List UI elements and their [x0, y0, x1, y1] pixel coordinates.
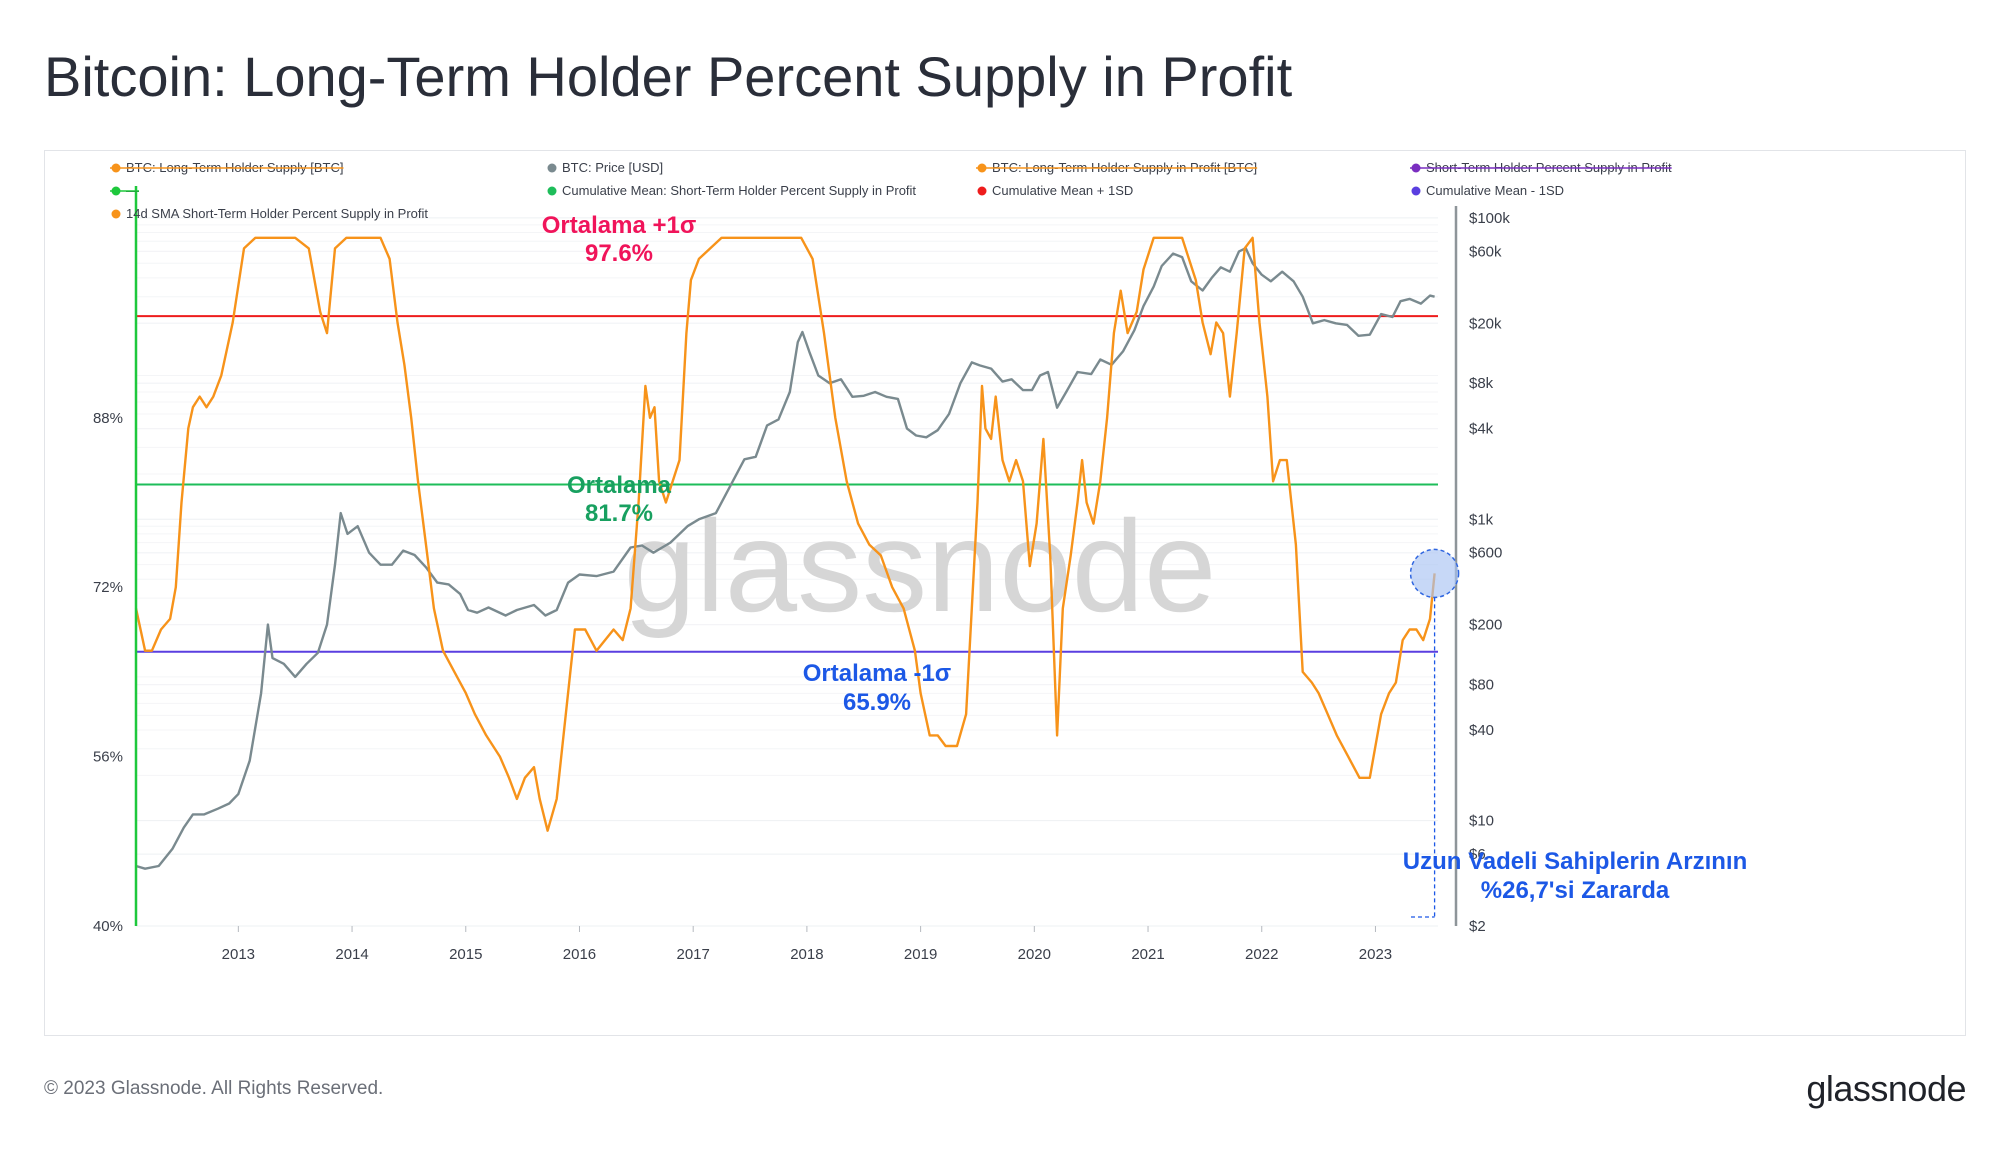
y-right-tick-label: $100k	[1469, 210, 1510, 227]
x-tick-label: 2015	[449, 946, 482, 963]
legend-item[interactable]: Cumulative Mean: Short-Term Holder Perce…	[547, 183, 917, 198]
legend-item[interactable]: 14d SMA Short-Term Holder Percent Supply…	[111, 206, 429, 221]
x-tick-label: 2013	[222, 946, 255, 963]
annotation-plus1-label: Ortalama +1σ	[542, 212, 697, 239]
legend-label: Cumulative Mean + 1SD	[992, 183, 1133, 198]
legend-item[interactable]: BTC: Long-Term Holder Supply in Profit […	[976, 160, 1258, 175]
x-tick-label: 2019	[904, 946, 937, 963]
annotation-mean-label: Ortalama	[567, 472, 672, 499]
legend-label: Cumulative Mean: Short-Term Holder Perce…	[562, 183, 916, 198]
legend-label: 14d SMA Short-Term Holder Percent Supply…	[126, 206, 428, 221]
y-right-tick-label: $60k	[1469, 243, 1502, 260]
x-tick-label: 2021	[1131, 946, 1164, 963]
annotation-minus1-value: 65.9%	[843, 689, 911, 716]
legend-item[interactable]: BTC: Long-Term Holder Supply [BTC]	[110, 160, 344, 175]
y-right-tick-label: $80	[1469, 677, 1494, 694]
legend-item[interactable]: —	[110, 183, 139, 198]
x-tick-label: 2016	[563, 946, 596, 963]
copyright-text: © 2023 Glassnode. All Rights Reserved.	[44, 1078, 384, 1099]
y-right-tick-label: $10	[1469, 813, 1494, 830]
highlight-marker	[1409, 548, 1460, 599]
y-right-tick-label: $2	[1469, 918, 1486, 935]
y-right-tick-label: $4k	[1469, 421, 1494, 438]
y-left-tick-label: 40%	[93, 918, 123, 935]
grid	[136, 217, 1438, 927]
legend-swatch	[547, 163, 557, 173]
annotation-minus1-label: Ortalama -1σ	[803, 660, 951, 687]
annotation-plus1-value: 97.6%	[585, 240, 653, 267]
y-left-tick-label: 56%	[93, 749, 123, 766]
x-tick-label: 2023	[1359, 946, 1392, 963]
highlight	[1409, 548, 1460, 918]
legend-item[interactable]: Cumulative Mean + 1SD	[977, 183, 1134, 198]
legend-swatch	[547, 186, 557, 196]
x-tick-label: 2020	[1018, 946, 1051, 963]
reference-lines	[136, 315, 1438, 653]
sma-series-line	[134, 236, 1436, 832]
legend[interactable]: BTC: Long-Term Holder Supply [BTC] BTC: P…	[110, 160, 1672, 221]
legend-label: BTC: Price [USD]	[562, 160, 663, 175]
legend-item[interactable]: Cumulative Mean - 1SD	[1411, 183, 1565, 198]
x-tick-label: 2022	[1245, 946, 1278, 963]
y-right-tick-label: $40	[1469, 722, 1494, 739]
y-right-tick-label: $200	[1469, 617, 1502, 634]
series	[134, 236, 1436, 870]
x-tick-label: 2018	[790, 946, 823, 963]
price-series-line	[135, 247, 1435, 870]
y-left-tick-label: 88%	[93, 410, 123, 427]
y-right-tick-label: $6	[1469, 846, 1486, 863]
y-right-tick-label: $8k	[1469, 375, 1494, 392]
legend-item[interactable]: BTC: Price [USD]	[547, 160, 664, 175]
x-tick-label: 2017	[677, 946, 710, 963]
watermark-text: glassnode	[624, 493, 1217, 639]
legend-swatch	[111, 209, 121, 219]
chart: glassnode 40% 56% 72% 88% $2 $6 $10 $40 $80 $200 $…	[93, 160, 1748, 963]
y-right-tick-label: $1k	[1469, 511, 1494, 528]
legend-label: Cumulative Mean - 1SD	[1426, 183, 1564, 198]
legend-swatch	[977, 186, 987, 196]
chart-frame: glassnode 40% 56% 72% 88% $2 $6 $10 $40 $80 $200 $…	[44, 150, 1966, 1036]
annotation-mean-value: 81.7%	[585, 500, 653, 527]
glassnode-logo[interactable]: glassnode	[1806, 1068, 1966, 1109]
annotation-loss-label: Uzun Vadeli Sahiplerin Arzının	[1403, 848, 1748, 875]
x-tick-label: 2014	[335, 946, 368, 963]
legend-item[interactable]: Short-Term Holder Percent Supply in Prof…	[1410, 160, 1672, 175]
y-right-tick-label: $20k	[1469, 315, 1502, 332]
y-right-tick-label: $600	[1469, 545, 1502, 562]
page-title: Bitcoin: Long-Term Holder Percent Supply…	[44, 45, 1293, 108]
legend-swatch	[1411, 186, 1421, 196]
y-left-tick-label: 72%	[93, 579, 123, 596]
axes: 40% 56% 72% 88% $2 $6 $10 $40 $80 $200 $600 $1k $4k $…	[93, 186, 1510, 963]
annotation-loss-value: %26,7'si Zararda	[1481, 877, 1670, 904]
